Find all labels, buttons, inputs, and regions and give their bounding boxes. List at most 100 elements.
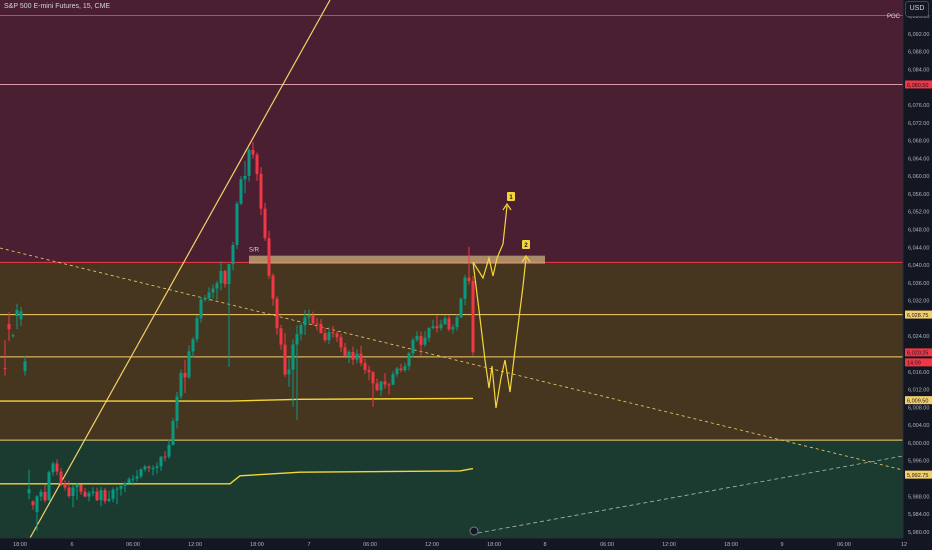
candle-body (235, 203, 239, 245)
candle-body (419, 336, 423, 345)
candle-body (79, 484, 83, 492)
candle-body (19, 311, 23, 320)
candle-body (131, 478, 135, 480)
candle-body (43, 491, 47, 501)
candle-body (255, 154, 259, 174)
candle-body (339, 337, 343, 348)
candle-body (459, 298, 463, 318)
candle-body (23, 361, 27, 372)
candle-body (443, 318, 447, 325)
candle-body (251, 149, 255, 155)
time-axis (0, 538, 932, 550)
candle-body (7, 323, 11, 330)
candle-body (291, 344, 295, 370)
replay-marker-icon (469, 526, 479, 536)
arrow-head-1 (502, 202, 512, 211)
wave-path-up (472, 205, 508, 280)
candle-body (195, 318, 199, 340)
x-tick-label: 06:00 (126, 542, 140, 548)
candle-body (271, 275, 275, 299)
y-tick-label: 5,988.00 (908, 494, 929, 500)
candle-body (211, 288, 215, 293)
wave-label-box (507, 192, 515, 201)
x-tick-label: 18:00 (724, 542, 738, 548)
candle-body (387, 384, 391, 386)
y-tick-label: 6,092.00 (908, 32, 929, 38)
candle-body (415, 336, 419, 341)
candle-body (363, 363, 367, 370)
x-tick-label: 06:00 (837, 542, 851, 548)
zone-1 (0, 262, 903, 441)
candle-body (207, 292, 211, 299)
candle-body (383, 381, 387, 385)
price-tag (905, 348, 932, 357)
trendline-steep (29, 0, 331, 539)
candle-body (39, 491, 43, 497)
y-tick-label: 5,996.00 (908, 459, 929, 465)
candle-body (55, 463, 59, 472)
candle-body (159, 456, 163, 467)
y-tick-label: 6,008.00 (908, 405, 929, 411)
x-tick-label: 18:00 (487, 542, 501, 548)
candle-body (3, 368, 7, 370)
x-tick-label: 7 (307, 542, 310, 548)
candle-body (111, 489, 115, 499)
sr-label: S/R (249, 248, 260, 254)
y-tick-label: 5,984.00 (908, 512, 929, 518)
candle-body (343, 347, 347, 357)
candle-body (451, 327, 455, 330)
vwap-lower-line (0, 467, 474, 485)
x-tick-label: 12:00 (662, 542, 676, 548)
y-tick-label: 6,016.00 (908, 370, 929, 376)
y-tick-label: 6,076.00 (908, 103, 929, 109)
y-tick-label: 6,056.00 (908, 192, 929, 198)
price-tag (905, 310, 932, 319)
candle-body (323, 333, 327, 341)
candle-body (35, 496, 39, 512)
candle-body (215, 283, 219, 289)
candle-body (467, 277, 471, 281)
candle-body (231, 244, 235, 265)
candle-body (179, 372, 183, 397)
candle-body (287, 369, 291, 375)
y-tick-label: 6,088.00 (908, 50, 929, 56)
candle-body (403, 366, 407, 371)
candle-body (59, 471, 63, 484)
candle-body (139, 469, 143, 477)
candle-body (311, 315, 315, 324)
y-tick-label: 6,044.00 (908, 245, 929, 251)
y-tick-label: 6,012.00 (908, 388, 929, 394)
price-tag-label: 6,028.75 (907, 313, 928, 319)
candle-body (227, 264, 231, 285)
candle-body (239, 179, 243, 204)
candle-body (175, 396, 179, 421)
wave-label-1: 1 (509, 195, 513, 201)
candle-body (203, 298, 207, 300)
candle-body (455, 317, 459, 328)
candle-body (299, 325, 303, 335)
candle-body (375, 383, 379, 391)
x-tick-label: 06:00 (363, 542, 377, 548)
candle-body (435, 326, 439, 329)
candle-body (183, 372, 187, 378)
candle-body (219, 270, 223, 284)
candle-body (303, 317, 307, 326)
price-tag-label: 6,020.25 (907, 351, 928, 357)
currency-button[interactable]: USD (905, 1, 929, 17)
candle-body (391, 374, 395, 385)
candle-body (15, 309, 19, 317)
candle-body (411, 340, 415, 354)
y-tick-label: 6,084.00 (908, 67, 929, 73)
candle-body (423, 337, 427, 345)
chart-title: S&P 500 E-mini Futures, 15, CME (4, 3, 111, 10)
x-tick-label: 12:00 (425, 542, 439, 548)
candle-body (155, 466, 159, 468)
candle-body (167, 444, 171, 457)
trendline-dotted (0, 247, 904, 471)
price-tag-label: 6,009.50 (907, 398, 928, 404)
candle-body (223, 270, 227, 285)
candle-body (135, 476, 139, 479)
candle-body (331, 332, 335, 334)
price-tag-label: 5,992.75 (907, 473, 928, 479)
